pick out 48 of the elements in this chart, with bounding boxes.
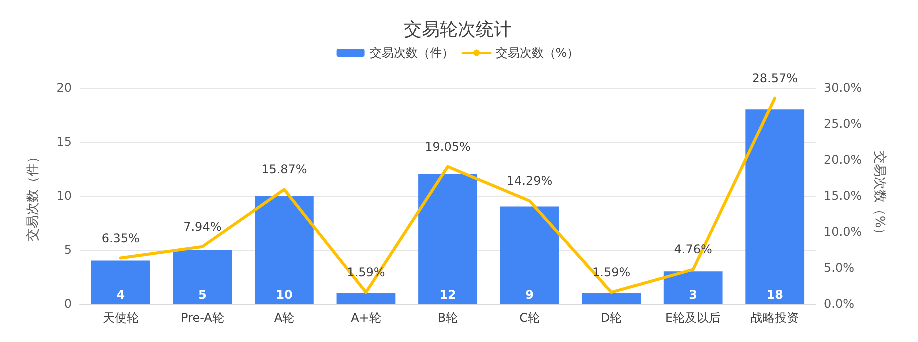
x-tick-label: E轮及以后 xyxy=(666,311,722,325)
bar xyxy=(500,206,560,304)
bar xyxy=(418,174,478,304)
y2-axis-title: 交易次数（%） xyxy=(872,150,888,242)
x-tick-label: Pre-A轮 xyxy=(180,311,224,325)
chart-title: 交易轮次统计 xyxy=(404,20,512,40)
y2-tick-label: 25.0% xyxy=(824,117,862,131)
data-label: 9 xyxy=(526,288,534,302)
x-tick-label: A轮 xyxy=(274,311,295,325)
x-tick-label: B轮 xyxy=(438,311,458,325)
y2-tick-label: 10.0% xyxy=(824,225,862,239)
y2-tick-label: 20.0% xyxy=(824,153,862,167)
data-label: 4 xyxy=(116,288,126,302)
bar xyxy=(582,293,641,304)
y2-tick-label: 0.0% xyxy=(824,297,854,311)
x-tick-label: D轮 xyxy=(600,311,622,325)
data-label: 5 xyxy=(198,288,207,302)
x-tick-label: A+轮 xyxy=(351,311,382,325)
data-label: 15.87% xyxy=(262,162,308,177)
y-tick-label: 5 xyxy=(64,243,72,257)
data-label: 10 xyxy=(276,288,293,302)
bar xyxy=(664,272,723,304)
y-tick-label: 10 xyxy=(56,189,72,203)
y-tick-label: 15 xyxy=(56,135,72,149)
y2-tick-label: 15.0% xyxy=(824,189,862,203)
data-label: 19.05% xyxy=(425,140,471,154)
x-tick-label: 战略投资 xyxy=(751,311,800,325)
data-label: 14.29% xyxy=(506,174,553,188)
bar xyxy=(255,196,314,304)
bar xyxy=(173,250,232,304)
data-label: 12 xyxy=(440,288,456,302)
y2-tick-label: 5.0% xyxy=(824,261,854,275)
bar xyxy=(746,110,805,304)
data-label: 28.57% xyxy=(752,71,798,86)
data-label: 6.35% xyxy=(102,231,140,246)
data-label: 18 xyxy=(766,288,784,302)
bar xyxy=(91,260,150,304)
bar xyxy=(336,293,396,304)
legend-label: 交易次数（件） xyxy=(370,46,454,60)
x-tick-label: 天使轮 xyxy=(102,311,139,325)
y-tick-label: 0 xyxy=(64,297,72,311)
x-tick-label: C轮 xyxy=(520,311,540,325)
legend-label: 交易次数（%） xyxy=(496,46,580,60)
data-label: 3 xyxy=(689,288,698,302)
y-tick-label: 20 xyxy=(56,81,72,95)
data-label: 7.94% xyxy=(184,220,222,234)
y2-tick-label: 30.0% xyxy=(824,81,862,95)
y-axis-title: 交易次数（件） xyxy=(25,150,41,242)
